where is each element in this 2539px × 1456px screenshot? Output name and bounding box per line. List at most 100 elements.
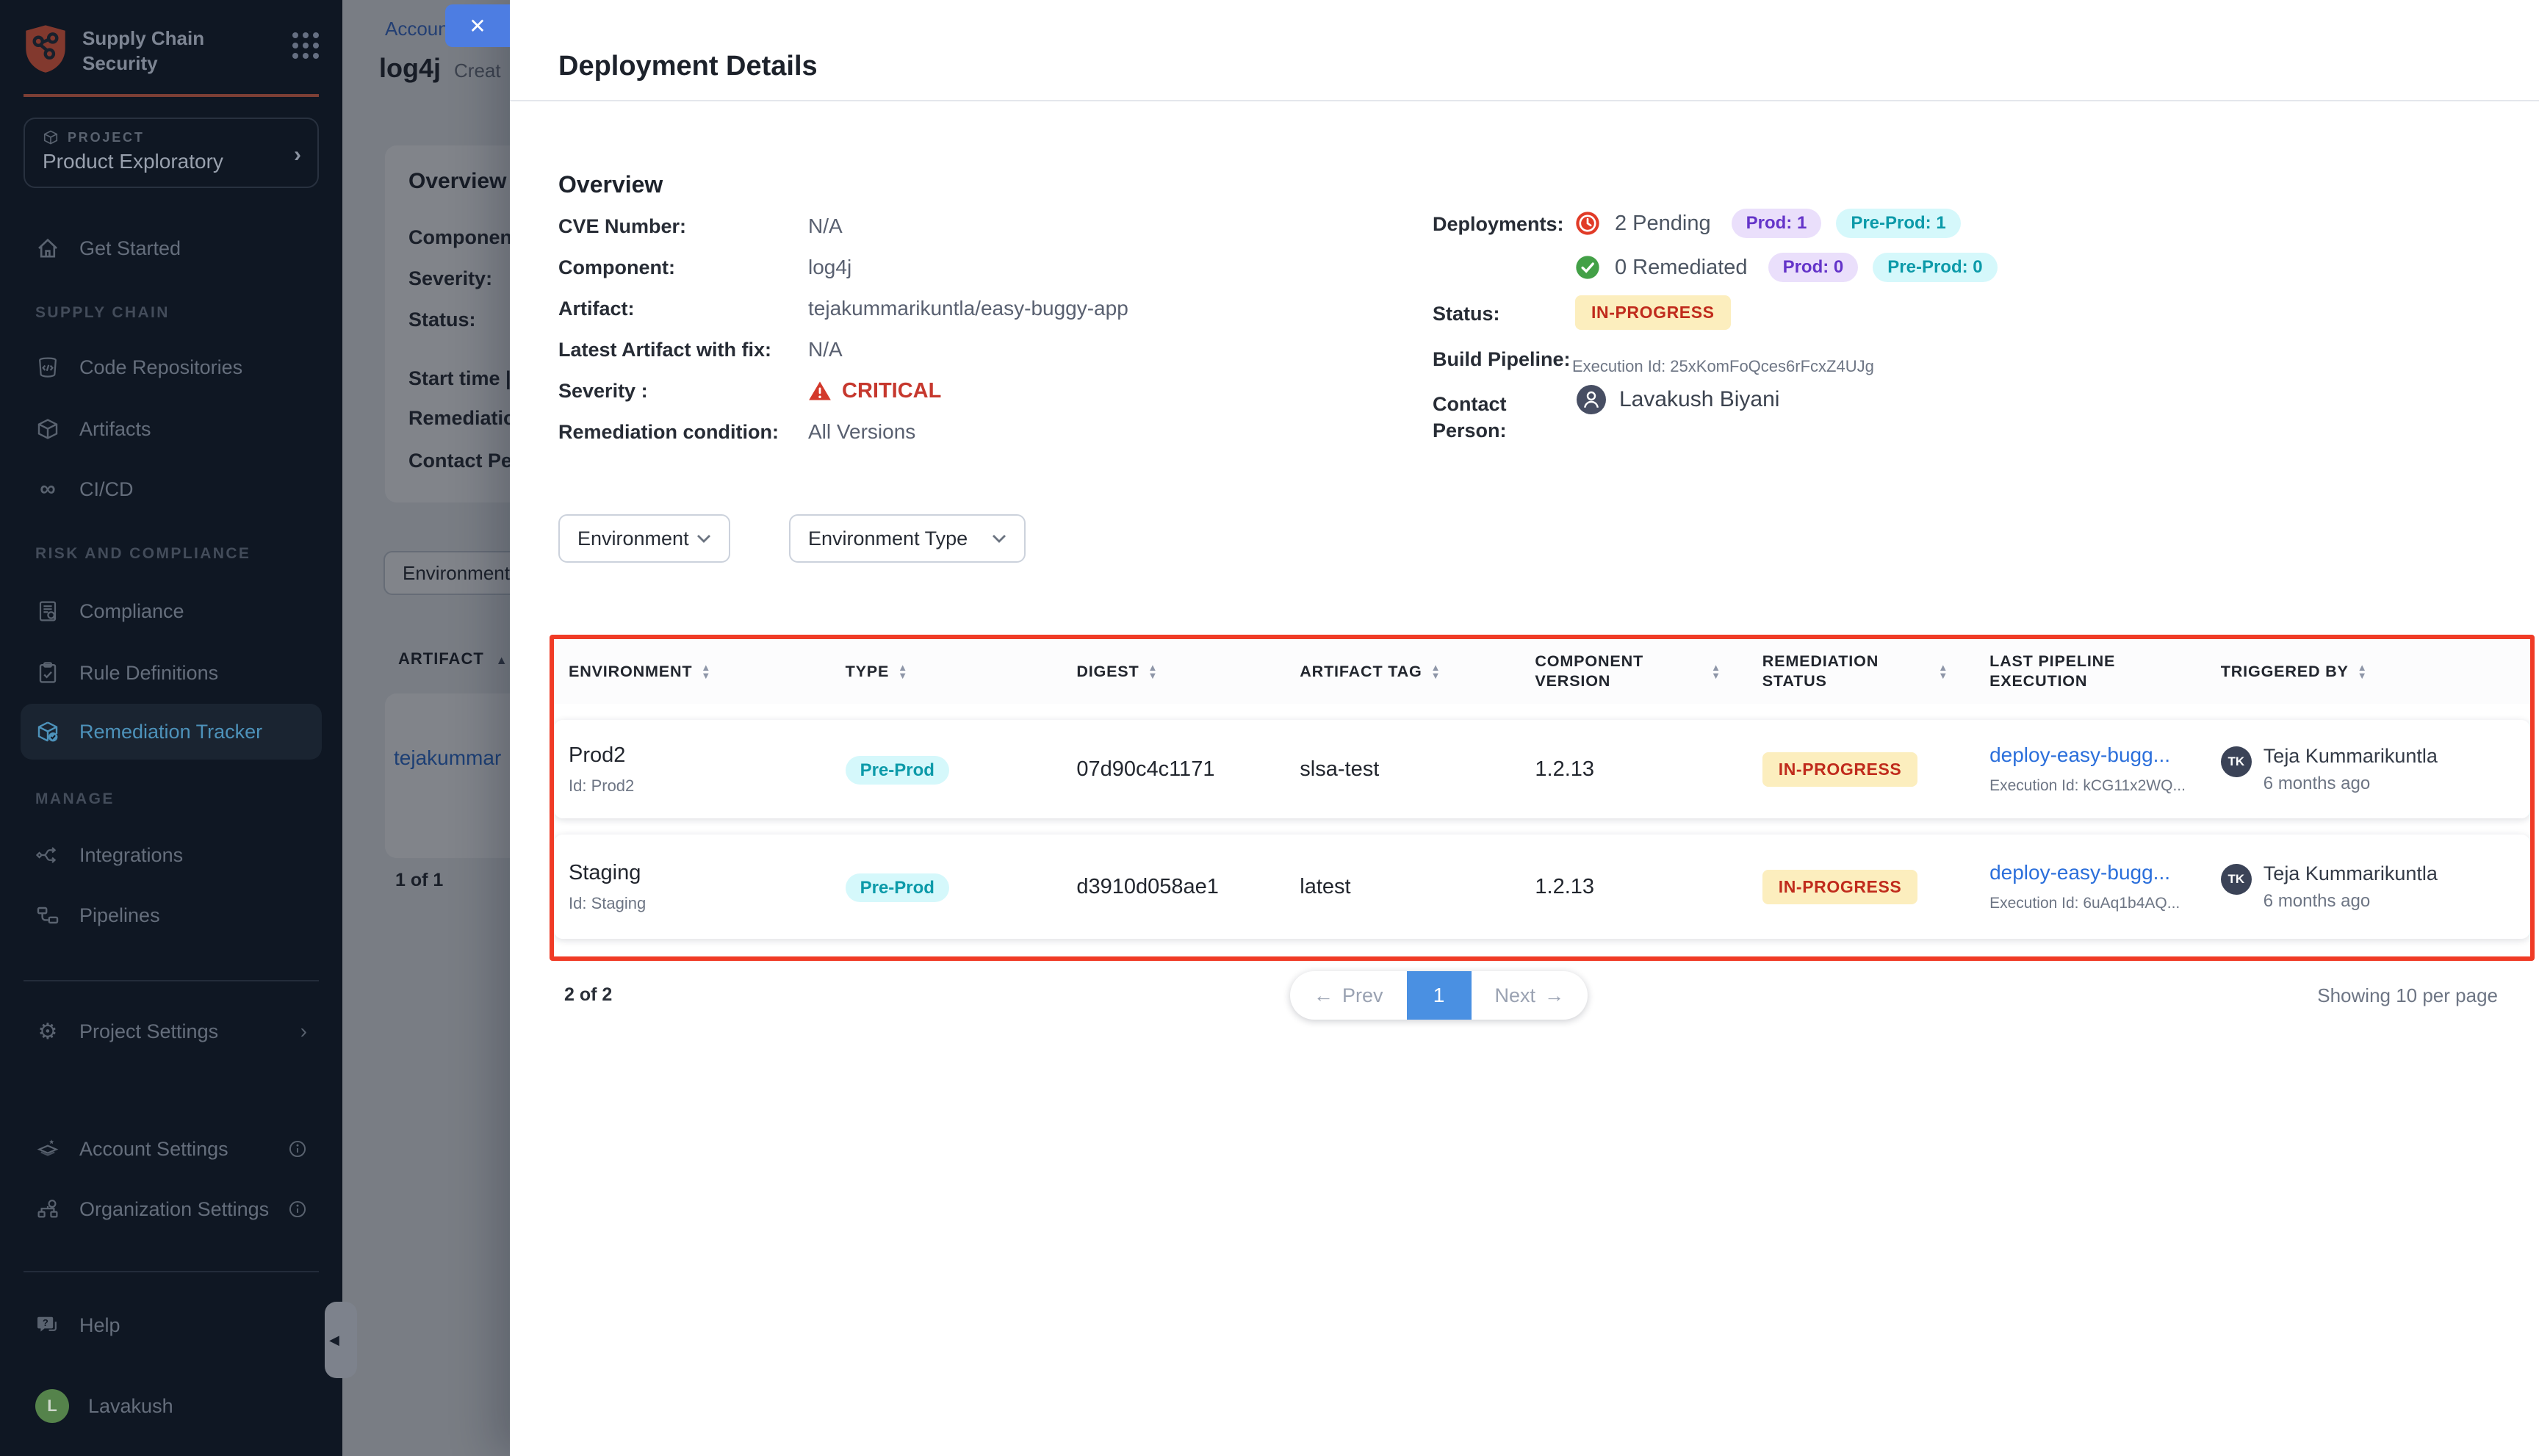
- layers-gear-icon: [35, 1136, 60, 1161]
- sidebar-item-rule-definitions[interactable]: Rule Definitions: [21, 645, 322, 701]
- sidebar-item-organization-settings[interactable]: Organization Settings: [21, 1181, 322, 1237]
- pipelines-icon: [35, 903, 60, 928]
- remediation-cube-icon: [35, 719, 60, 744]
- build-pipeline-label: Build Pipeline:: [1433, 348, 1571, 370]
- sidebar-user-menu[interactable]: L Lavakush: [21, 1378, 322, 1434]
- triggered-by-cell: TK Teja Kummarikuntla 6 months ago: [2206, 862, 2530, 912]
- column-header-triggered-by[interactable]: TRIGGERED BY ▲ ▼: [2220, 661, 2368, 681]
- sidebar-item-account-settings[interactable]: Account Settings: [21, 1121, 322, 1177]
- table-row[interactable]: Prod2 Id: Prod2 Pre-Prod 07d90c4c1171 sl…: [554, 720, 2530, 818]
- prev-page-button[interactable]: ← Prev: [1290, 971, 1407, 1020]
- drawer-title: Deployment Details: [558, 51, 818, 82]
- integrations-share-icon: [35, 843, 60, 868]
- severity-value: CRITICAL: [808, 379, 941, 403]
- status-badge: IN-PROGRESS: [1762, 752, 1918, 787]
- column-header-component-version[interactable]: COMPONENT VERSION ▲ ▼: [1535, 652, 1721, 690]
- modal-backdrop[interactable]: [342, 0, 510, 1456]
- remediation-status-cell: IN-PROGRESS: [1748, 752, 1975, 787]
- sidebar-item-cicd[interactable]: ∞ CI/CD: [21, 461, 322, 517]
- pipeline-link[interactable]: deploy-easy-bugg...: [1989, 861, 2171, 884]
- check-circle-icon: [1575, 255, 1600, 280]
- info-icon[interactable]: [288, 1139, 307, 1158]
- artifact-tag-cell: latest: [1300, 874, 1351, 898]
- sidebar-item-integrations[interactable]: Integrations: [21, 827, 322, 883]
- svg-text:?: ?: [43, 1317, 48, 1328]
- status-label: Status:: [1433, 303, 1500, 325]
- clipboard-check-icon: [35, 660, 60, 685]
- app-switcher-icon[interactable]: [292, 32, 319, 59]
- digest-cell: 07d90c4c1171: [1076, 757, 1215, 781]
- preprod-type-badge: Pre-Prod: [845, 755, 949, 785]
- user-initials-avatar: TK: [2220, 863, 2252, 895]
- info-icon[interactable]: [288, 1200, 307, 1219]
- component-version-cell: 1.2.13: [1535, 874, 1595, 898]
- close-button[interactable]: ✕: [445, 4, 510, 47]
- user-initials-avatar: TK: [2220, 746, 2252, 777]
- sidebar-item-artifacts[interactable]: Artifacts: [21, 401, 322, 457]
- document-search-icon: [35, 599, 60, 624]
- build-pipeline-execution-id: Execution Id: 25xKomFoQces6rFcxZ4UJg: [1572, 357, 1874, 375]
- project-selector[interactable]: PROJECT Product Exploratory ›: [24, 118, 319, 188]
- sidebar-section-supply-chain: SUPPLY CHAIN: [35, 304, 170, 321]
- environment-cell: Staging Id: Staging: [569, 860, 647, 912]
- chevron-down-icon: [696, 534, 711, 543]
- sidebar-item-get-started[interactable]: Get Started: [21, 220, 322, 276]
- artifact-box-icon: [35, 417, 60, 442]
- sort-icon[interactable]: ▲ ▼: [1938, 662, 1949, 681]
- pipeline-link[interactable]: deploy-easy-bugg...: [1989, 743, 2171, 766]
- pending-deployments-row: 2 Pending Prod: 1 Pre-Prod: 1: [1575, 206, 1961, 241]
- column-header-remediation-status[interactable]: REMEDIATION STATUS ▲ ▼: [1762, 652, 1949, 690]
- sidebar-collapse-handle[interactable]: ◀: [325, 1302, 357, 1378]
- sidebar-item-help[interactable]: ? Help: [21, 1297, 322, 1353]
- prod-count-badge: Prod: 0: [1768, 253, 1859, 282]
- column-header-artifact-tag[interactable]: ARTIFACT TAG ▲ ▼: [1300, 661, 1441, 681]
- status-badge: IN-PROGRESS: [1575, 295, 1731, 330]
- environment-type-filter-dropdown[interactable]: Environment Type: [789, 514, 1026, 563]
- title-divider: [510, 100, 2539, 101]
- column-header-digest[interactable]: DIGEST ▲ ▼: [1076, 661, 1159, 681]
- deployments-table: ENVIRONMENT ▲ ▼ TYPE ▲ ▼ DIGEST ▲ ▼ ARTIFACT T…: [550, 635, 2535, 961]
- sidebar-item-project-settings[interactable]: ⚙ Project Settings ›: [21, 1003, 322, 1059]
- field-cve-number: CVE Number: N/A: [558, 215, 843, 237]
- sidebar-divider: [24, 980, 319, 981]
- sidebar-section-risk-and-compliance: RISK AND COMPLIANCE: [35, 545, 251, 562]
- chevron-right-icon: ›: [300, 1020, 307, 1042]
- deployment-details-drawer: ✕ Deployment Details Overview CVE Number…: [445, 0, 2539, 1456]
- column-header-type[interactable]: TYPE ▲ ▼: [845, 661, 908, 681]
- sidebar-item-remediation-tracker[interactable]: Remediation Tracker: [21, 704, 322, 760]
- sort-icon[interactable]: ▲ ▼: [2357, 661, 2368, 681]
- sidebar-divider: [24, 1271, 319, 1272]
- sidebar: Supply Chain Security PROJECT Product Ex…: [0, 0, 342, 1456]
- field-component: Component: log4j: [558, 256, 852, 278]
- sort-icon[interactable]: ▲ ▼: [898, 661, 908, 681]
- sort-icon[interactable]: ▲ ▼: [1711, 662, 1721, 681]
- project-label: PROJECT: [43, 129, 300, 145]
- column-header-environment[interactable]: ENVIRONMENT ▲ ▼: [569, 661, 712, 681]
- overview-fields: CVE Number: N/A Component: log4j Artifac…: [558, 206, 1381, 453]
- sort-icon[interactable]: ▲ ▼: [1430, 661, 1441, 681]
- gear-icon: ⚙: [37, 1019, 58, 1044]
- sort-icon[interactable]: ▲ ▼: [1148, 661, 1159, 681]
- field-latest-artifact: Latest Artifact with fix: N/A: [558, 338, 843, 361]
- deployments-label: Deployments:: [1433, 213, 1564, 235]
- user-avatar: L: [35, 1389, 69, 1423]
- sidebar-item-code-repositories[interactable]: Code Repositories: [21, 339, 322, 395]
- remediated-deployments-row: 0 Remediated Prod: 0 Pre-Prod: 0: [1575, 250, 1998, 285]
- background-page: Account: Autom log4jCreat Overview Compo…: [342, 0, 510, 1456]
- prod-count-badge: Prod: 1: [1731, 209, 1822, 238]
- sidebar-item-pipelines[interactable]: Pipelines: [21, 887, 322, 943]
- table-header-row: ENVIRONMENT ▲ ▼ TYPE ▲ ▼ DIGEST ▲ ▼ ARTIFACT T…: [554, 639, 2530, 704]
- preprod-count-badge: Pre-Prod: 0: [1873, 253, 1998, 282]
- remediation-status-cell: IN-PROGRESS: [1748, 869, 1975, 904]
- project-name: Product Exploratory: [43, 150, 223, 173]
- pager: ← Prev 1 Next →: [1290, 971, 1588, 1020]
- overview-right-column: Deployments: 2 Pending Prod: 1 Pre-Prod:…: [1433, 206, 2505, 455]
- sort-icon[interactable]: ▲ ▼: [701, 661, 712, 681]
- page-1-button[interactable]: 1: [1406, 971, 1472, 1020]
- help-chat-icon: ?: [35, 1313, 60, 1338]
- next-page-button[interactable]: Next →: [1472, 971, 1588, 1020]
- environment-filter-dropdown[interactable]: Environment: [558, 514, 730, 563]
- table-row[interactable]: Staging Id: Staging Pre-Prod d3910d058ae…: [554, 835, 2530, 939]
- preprod-count-badge: Pre-Prod: 1: [1836, 209, 1961, 238]
- sidebar-item-compliance[interactable]: Compliance: [21, 583, 322, 639]
